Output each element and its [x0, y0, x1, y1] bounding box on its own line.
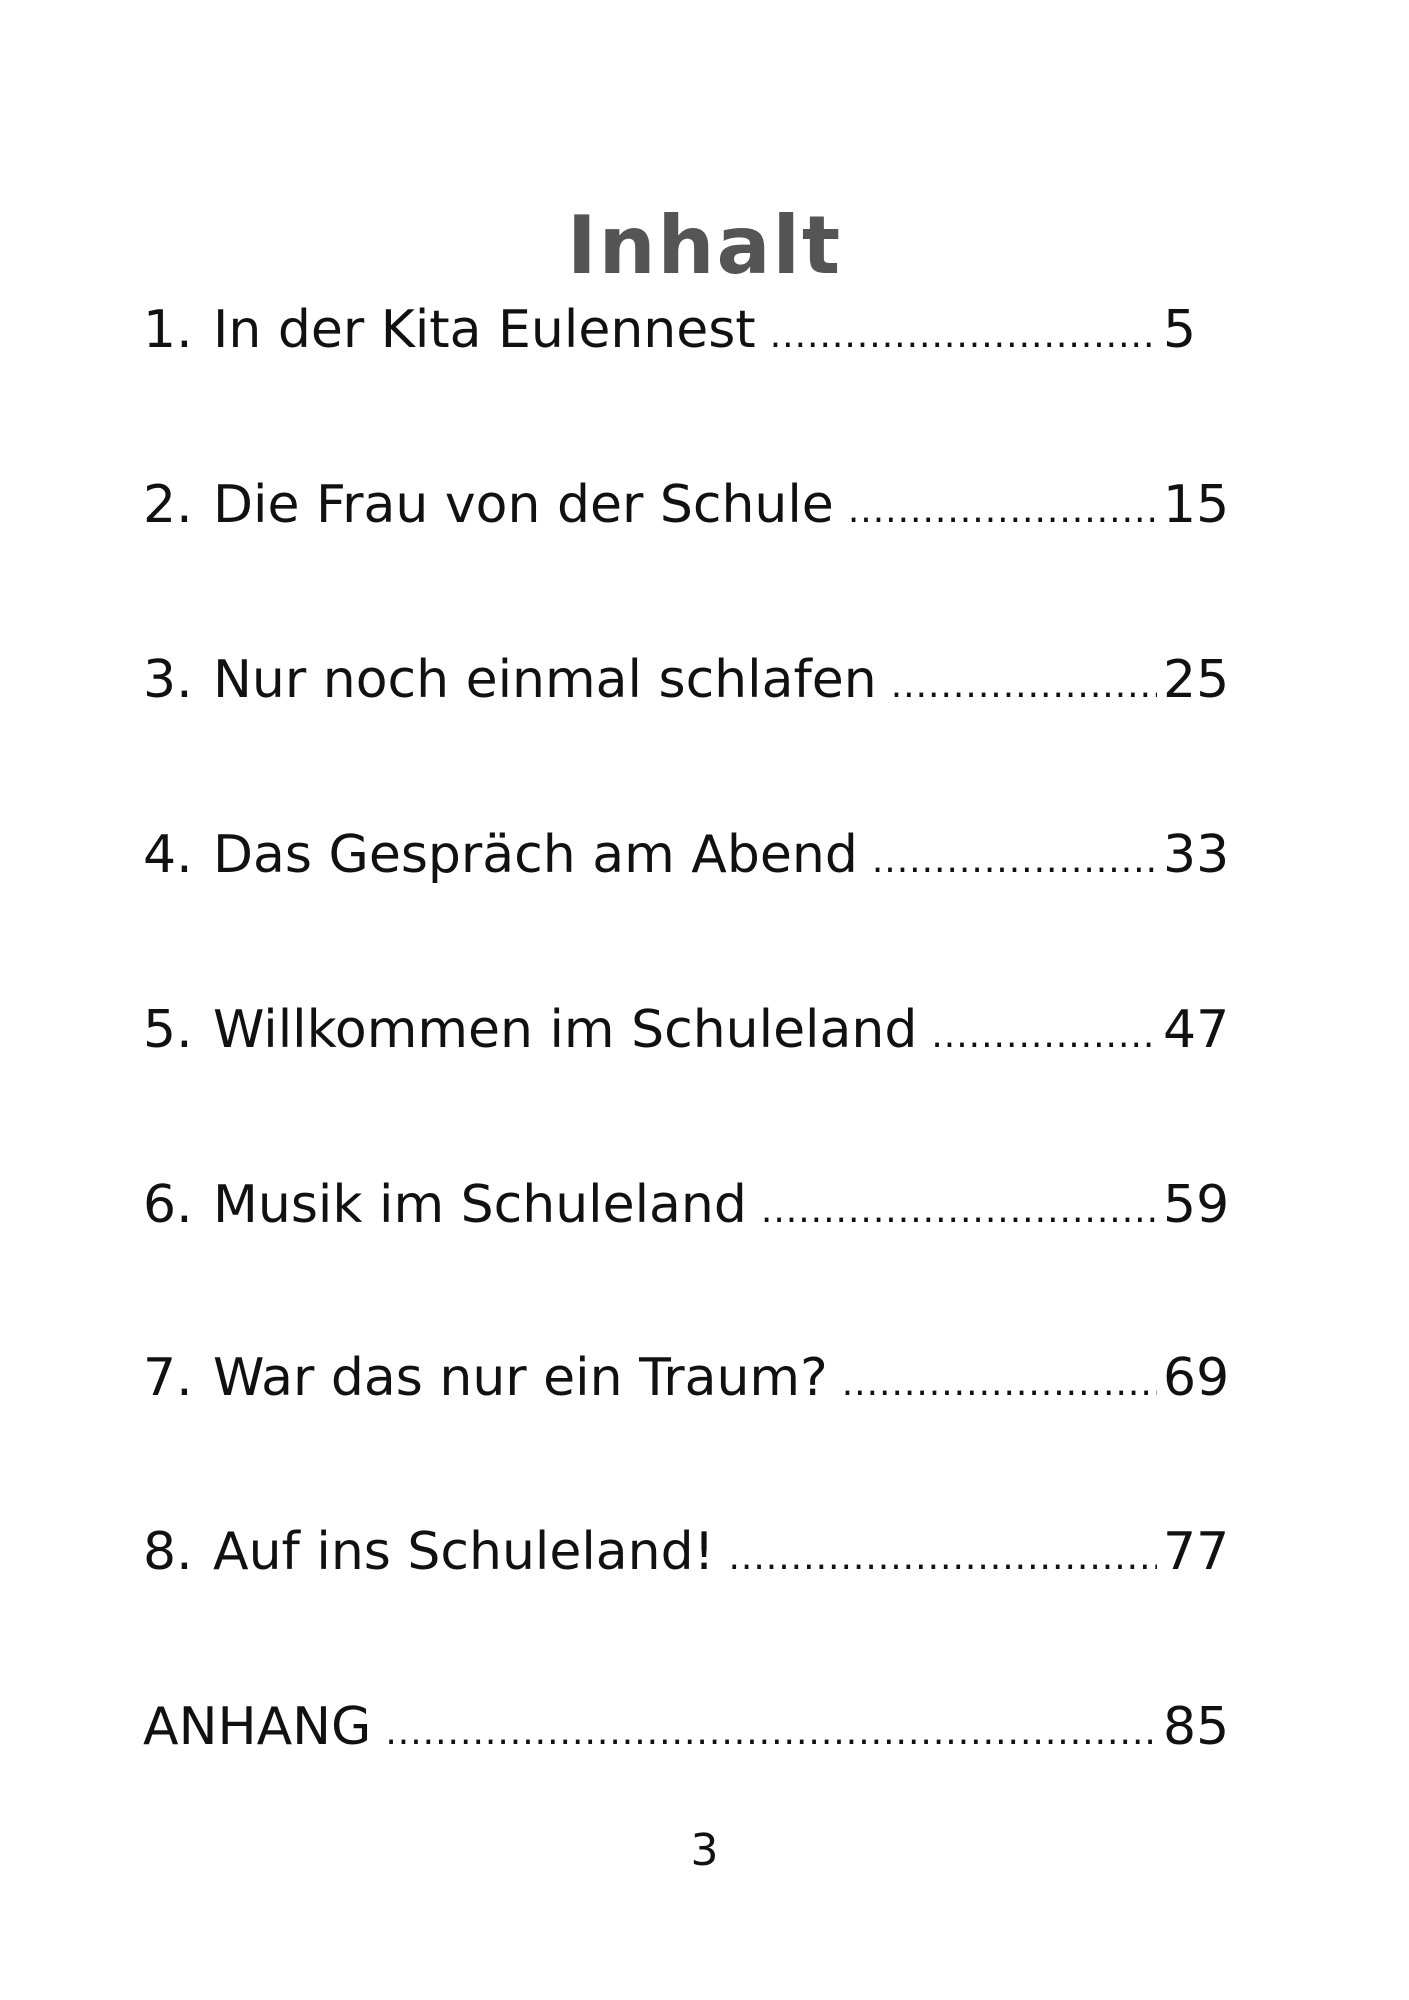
toc-entry-label: Nur noch einmal schlafen — [213, 650, 877, 710]
toc-entry-title: 5. Willkommen im Schuleland — [143, 1000, 931, 1060]
dot-leader — [385, 1715, 1157, 1751]
toc-entry-number: 1. — [143, 300, 193, 360]
toc-entry-label: Das Gespräch am Abend — [213, 825, 858, 885]
toc-entry-page: 47 — [1163, 1000, 1230, 1060]
dot-leader — [872, 843, 1157, 879]
toc-entry[interactable]: 4. Das Gespräch am Abend 33 — [143, 825, 1233, 885]
toc-entry-label: Musik im Schuleland — [213, 1175, 747, 1235]
toc-entry-page: 59 — [1163, 1175, 1230, 1235]
toc-entry[interactable]: 3. Nur noch einmal schlafen 25 — [143, 650, 1233, 710]
toc-entry-number: 6. — [143, 1175, 193, 1235]
toc-entry-title: 6. Musik im Schuleland — [143, 1175, 761, 1235]
toc-entry-label: War das nur ein Traum? — [213, 1348, 828, 1408]
toc-entry[interactable]: 6. Musik im Schuleland 59 — [143, 1175, 1233, 1235]
page-number: 3 — [690, 1825, 719, 1876]
toc-entry-page: 77 — [1163, 1522, 1230, 1582]
toc-entry-number: 8. — [143, 1522, 193, 1582]
toc-entry-label: In der Kita Eulennest — [213, 300, 756, 360]
toc-entry-title: ANHANG — [143, 1697, 385, 1757]
toc-entry-label: Die Frau von der Schule — [213, 475, 834, 535]
page-title: Inhalt — [566, 198, 843, 292]
toc-entry[interactable]: 1. In der Kita Eulennest 5 — [143, 300, 1233, 360]
toc-entry-title: 3. Nur noch einmal schlafen — [143, 650, 891, 710]
dot-leader — [842, 1366, 1157, 1402]
toc-entry-title: 1. In der Kita Eulennest — [143, 300, 770, 360]
toc-entry-title: 8. Auf ins Schuleland! — [143, 1522, 728, 1582]
toc-entry[interactable]: 5. Willkommen im Schuleland 47 — [143, 1000, 1233, 1060]
dot-leader — [770, 318, 1157, 354]
dot-leader — [848, 493, 1157, 529]
toc-entry-page: 85 — [1163, 1697, 1230, 1757]
toc-entry-label: Auf ins Schuleland! — [213, 1522, 715, 1582]
toc-entry-label: Willkommen im Schuleland — [213, 1000, 918, 1060]
toc-entry-page: 33 — [1163, 825, 1230, 885]
toc-entry-page: 5 — [1163, 300, 1197, 360]
toc-entry-number: 3. — [143, 650, 193, 710]
toc-entry-title: 4. Das Gespräch am Abend — [143, 825, 872, 885]
toc-entry-title: 7. War das nur ein Traum? — [143, 1348, 842, 1408]
dot-leader — [931, 1018, 1157, 1054]
dot-leader — [728, 1540, 1157, 1576]
toc-entry[interactable]: 2. Die Frau von der Schule 15 — [143, 475, 1233, 535]
toc-entry-page: 69 — [1163, 1348, 1230, 1408]
dot-leader — [891, 668, 1157, 704]
toc-entry[interactable]: 7. War das nur ein Traum? 69 — [143, 1348, 1233, 1408]
toc-entry-number: 2. — [143, 475, 193, 535]
toc-entry[interactable]: ANHANG 85 — [143, 1697, 1233, 1757]
toc-entry-number: 7. — [143, 1348, 193, 1408]
toc-entry-number: 4. — [143, 825, 193, 885]
toc-entry-page: 15 — [1163, 475, 1230, 535]
toc-entry-number: 5. — [143, 1000, 193, 1060]
dot-leader — [761, 1193, 1157, 1229]
toc-entry-label: ANHANG — [143, 1697, 372, 1757]
toc-entry[interactable]: 8. Auf ins Schuleland! 77 — [143, 1522, 1233, 1582]
toc-entry-title: 2. Die Frau von der Schule — [143, 475, 848, 535]
toc-entry-page: 25 — [1163, 650, 1230, 710]
